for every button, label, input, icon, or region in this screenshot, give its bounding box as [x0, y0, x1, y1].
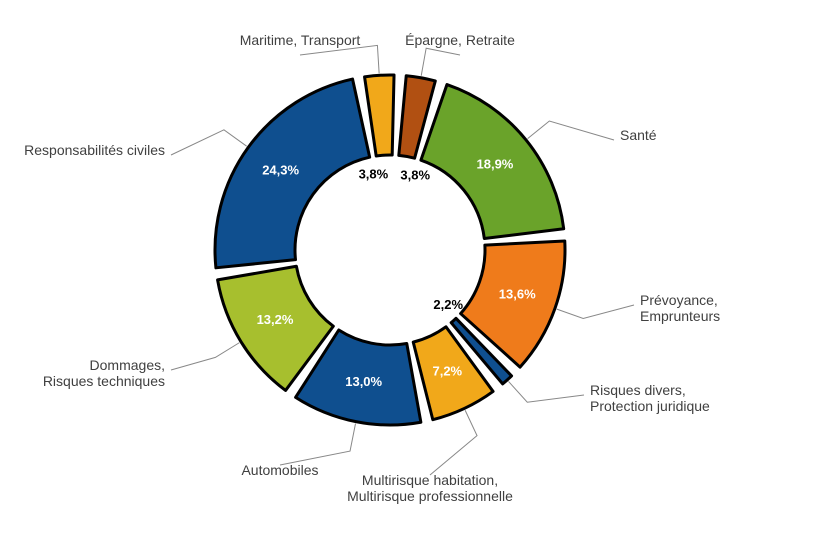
legend-dommages: Dommages,Risques techniques [43, 357, 165, 389]
value-label-maritime: 3,8% [359, 167, 389, 182]
value-label-automobiles: 13,0% [345, 374, 382, 389]
legend-automobiles: Automobiles [241, 462, 318, 478]
legend-sante: Santé [620, 127, 657, 143]
value-label-prevoyance: 13,6% [499, 287, 536, 302]
leader-prevoyance [557, 305, 634, 318]
legend-risques_div: Risques divers,Protection juridique [590, 382, 710, 414]
leader-risques_div [509, 381, 584, 402]
value-label-resp_civiles: 24,3% [262, 162, 299, 177]
legend-prevoyance: Prévoyance,Emprunteurs [640, 292, 720, 324]
value-label-multirisque: 7,2% [432, 364, 462, 379]
leader-sante [528, 121, 614, 140]
slice-maritime [365, 75, 394, 156]
leader-maritime [300, 45, 379, 73]
value-label-risques_div: 2,2% [433, 297, 463, 312]
donut-slices [215, 75, 565, 425]
donut-chart: 18,9% 13,6% 2,2% 7,2% 13,0% 13,2% 24,3% 3,8% 3,8… [0, 0, 840, 542]
value-label-sante: 18,9% [477, 157, 514, 172]
leader-automobiles [280, 424, 355, 465]
leader-resp_civiles [171, 130, 247, 155]
legend-epargne: Épargne, Retraite [405, 32, 515, 48]
leader-dommages [171, 343, 239, 370]
legend-resp_civiles: Responsabilités civiles [24, 142, 165, 158]
value-label-epargne: 3,8% [400, 168, 430, 183]
value-label-dommages: 13,2% [257, 312, 294, 327]
legend-multirisque: Multirisque habitation,Multirisque profe… [347, 472, 513, 504]
leader-epargne [421, 48, 460, 76]
legend-maritime: Maritime, Transport [240, 32, 361, 48]
